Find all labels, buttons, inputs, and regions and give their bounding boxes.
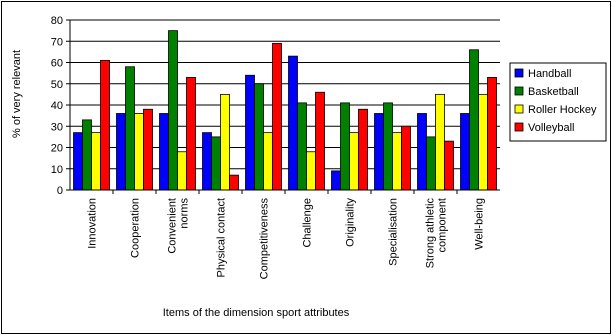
x-tick-label: Cooperation [130,198,142,258]
legend-swatch [514,86,524,96]
bar-roller-hockey [263,132,273,191]
x-tick-label-line: Innovation [87,198,99,249]
bar-basketball [340,102,350,191]
x-tick-label-line: Specialisation [388,198,400,266]
legend-label: Volleyball [528,122,574,134]
y-tick-label: 20 [51,143,63,155]
bar-roller-hockey [91,132,101,191]
x-tick-label-line: Convenient [167,198,179,254]
x-tick-label: Challenge [302,198,314,248]
y-tick-label: 60 [51,58,63,70]
bars [73,30,497,191]
x-tick-label: Originality [345,198,357,247]
axes [66,19,500,194]
bar-handball [202,132,212,191]
bar-handball [460,113,470,191]
bar-handball [374,113,384,191]
bar-roller-hockey [177,151,187,191]
bar-roller-hockey [392,132,402,191]
x-tick-label: Innovation [87,198,99,249]
x-tick-label: Specialisation [388,198,400,266]
y-tick-label: 80 [51,15,63,27]
x-tick-label: Competitiveness [259,198,271,280]
legend-swatch [514,68,524,78]
bar-roller-hockey [134,113,144,191]
bar-roller-hockey [435,93,445,191]
bar-volleyball [272,42,282,191]
bar-handball [288,55,298,191]
x-tick-label: Well-being [474,198,486,250]
bar-handball [159,113,169,191]
x-tick-label: Physical contact [216,198,228,277]
legend: Handball Basketball Roller Hockey Volleybal… [509,62,607,142]
bar-basketball [125,66,135,191]
x-axis-title: Items of the dimension sport attributes [163,307,350,319]
bar-volleyball [444,140,454,191]
bar-roller-hockey [306,151,316,191]
bar-roller-hockey [349,132,359,191]
legend-box [509,62,607,142]
y-tick-label: 70 [51,36,63,48]
x-tick-label-line: Strong athletic [425,198,437,269]
x-tick-label-line: component [437,198,449,252]
bar-basketball [383,102,393,191]
bar-volleyball [100,59,110,191]
x-tick-label-line: Competitiveness [259,198,271,280]
legend-label: Basketball [528,86,579,98]
legend-label: Roller Hockey [528,104,597,116]
bar-volleyball [315,91,325,191]
bar-handball [417,113,427,191]
x-tick-label-line: Originality [345,198,357,247]
x-tick-label-line: Cooperation [130,198,142,258]
bar-basketball [426,136,436,191]
bar-roller-hockey [220,93,230,191]
bar-handball [245,74,255,191]
bar-volleyball [229,174,239,191]
x-tick-label-line: Challenge [302,198,314,248]
legend-swatch [514,104,524,114]
bar-basketball [297,102,307,191]
x-tick-label-line: Physical contact [216,198,228,277]
y-tick-label: 30 [51,121,63,133]
y-tick-label: 10 [51,164,63,176]
x-tick-label-line: Well-being [474,198,486,250]
bar-handball [73,132,83,191]
bar-basketball [168,30,178,191]
bar-volleyball [401,125,411,191]
bar-volleyball [186,76,196,191]
x-tick-label: Convenientnorms [167,198,191,254]
legend-swatch [514,122,524,132]
bar-volleyball [487,76,497,191]
bar-handball [331,170,341,191]
legend-label: Handball [528,68,571,80]
x-tick-label-line: norms [179,198,191,229]
x-tick-label: Strong athleticcomponent [425,198,449,269]
y-axis-title: % of very relevant [11,50,23,138]
bar-roller-hockey [478,93,488,191]
y-tick-label: 0 [57,185,63,197]
y-tick-label: 50 [51,79,63,91]
bar-basketball [469,49,479,191]
bar-basketball [82,119,92,191]
bar-volleyball [143,108,153,191]
bar-volleyball [358,108,368,191]
y-tick-label: 40 [51,100,63,112]
bar-handball [116,113,126,191]
tick-labels: 0 10 20 30 40 50 60 70 80 Innovation Cooperation Co… [51,15,486,279]
bar-basketball [211,136,221,191]
bar-basketball [254,83,264,191]
